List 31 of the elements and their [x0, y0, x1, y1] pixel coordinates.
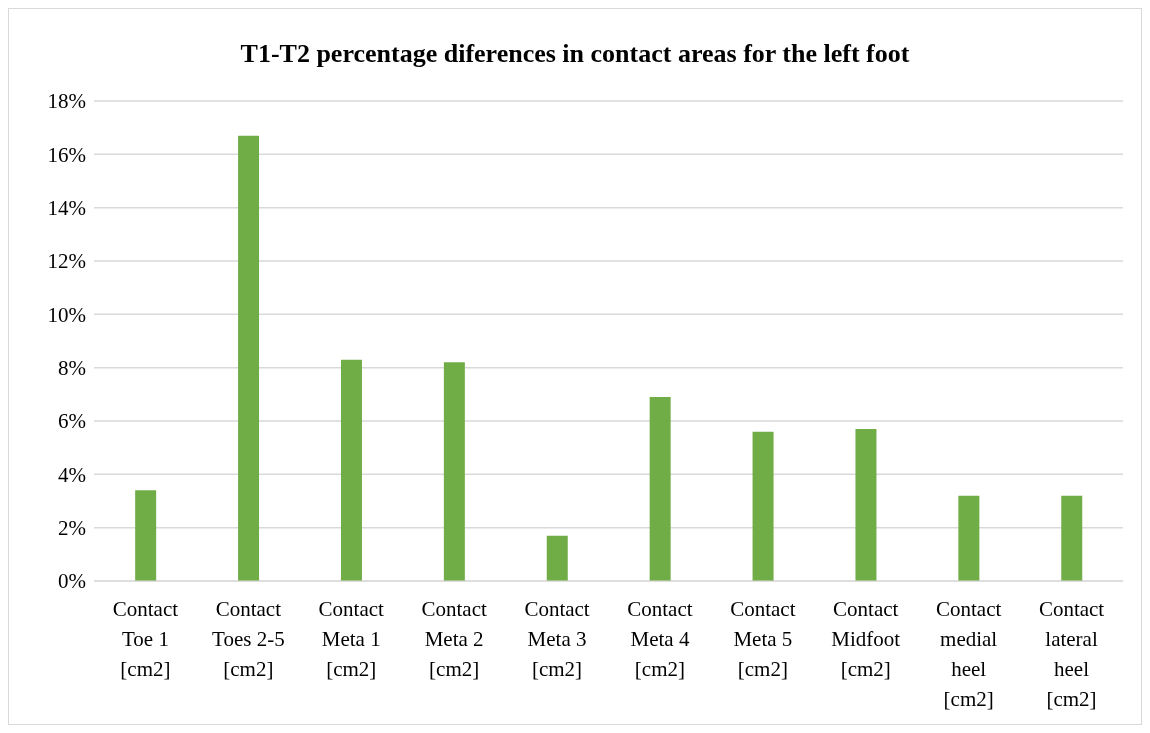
x-tick-label: Contact Meta 5 [cm2]: [730, 597, 796, 681]
x-tick-label: Contact Meta 1 [cm2]: [318, 597, 385, 681]
x-tick-label: Contact medial heel [cm2]: [935, 597, 1002, 711]
y-tick-label: 12%: [47, 249, 86, 274]
y-tick-label: 2%: [58, 516, 86, 541]
y-tick-label: 10%: [47, 302, 86, 327]
x-tick-label: Contact Midfoot [cm2]: [831, 597, 901, 681]
y-tick-label: 8%: [58, 356, 86, 381]
x-tick-label: Contact Toes 2-5 [cm2]: [212, 597, 285, 681]
x-tick-label: Contact Meta 3 [cm2]: [524, 597, 590, 681]
y-tick-label: 16%: [47, 142, 86, 167]
bar: [443, 362, 465, 581]
bar: [546, 535, 568, 581]
x-tick-label: Contact Meta 4 [cm2]: [627, 597, 693, 681]
bar: [238, 135, 260, 581]
y-tick-label: 6%: [58, 409, 86, 434]
y-tick-label: 14%: [47, 196, 86, 221]
bar: [855, 429, 877, 581]
bar: [340, 359, 362, 581]
x-tick-label: Contact Toe 1 [cm2]: [112, 597, 179, 681]
y-tick-label: 4%: [58, 462, 86, 487]
bar: [1061, 495, 1083, 581]
x-tick-label: Contact Meta 2 [cm2]: [421, 597, 487, 681]
bar: [752, 431, 774, 581]
bar: [958, 495, 980, 581]
y-tick-label: 0%: [58, 569, 86, 594]
chart-title: T1-T2 percentage diferences in contact areas for the left foot: [239, 38, 911, 70]
y-tick-label: 18%: [47, 89, 86, 114]
bar: [649, 397, 671, 581]
bar: [135, 490, 157, 581]
x-tick-label: Contact lateral heel [cm2]: [1038, 597, 1105, 711]
